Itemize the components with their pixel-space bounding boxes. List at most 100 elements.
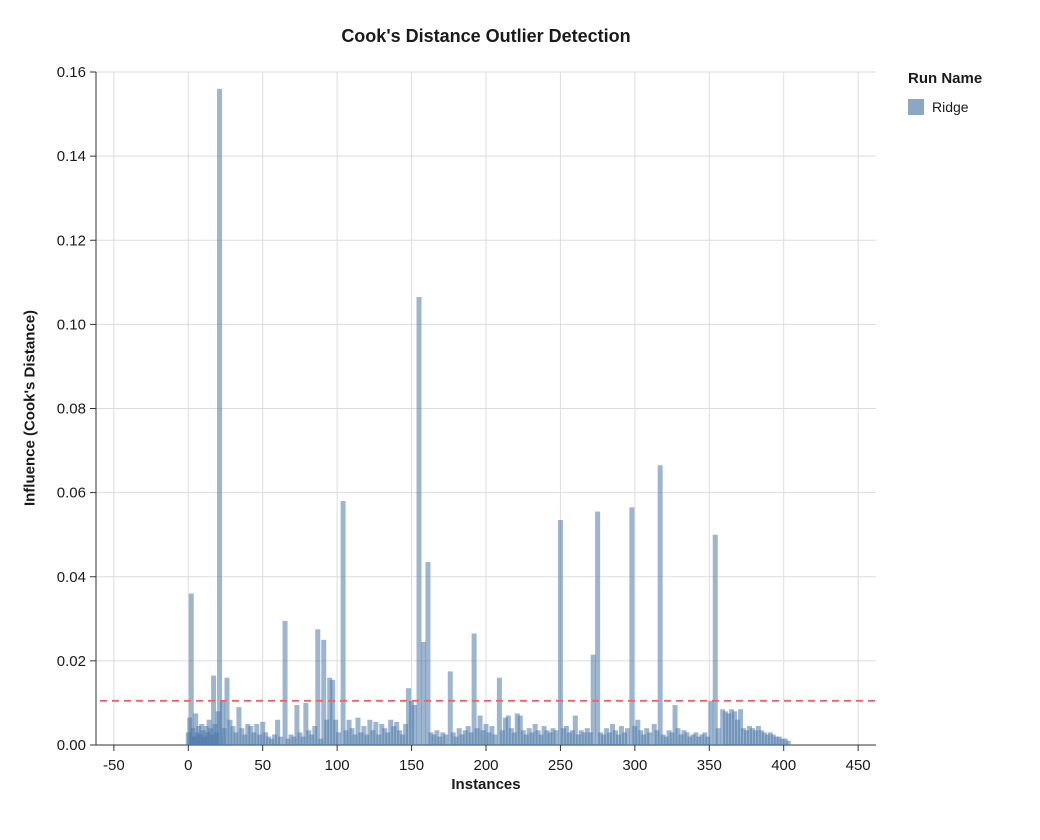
bar <box>263 732 269 745</box>
bar <box>557 519 563 745</box>
bar <box>641 734 647 745</box>
bar <box>468 732 474 745</box>
bar <box>635 719 641 745</box>
y-tick-label: 0.08 <box>57 401 86 418</box>
x-tick-label: 350 <box>697 757 722 774</box>
bar <box>376 734 382 745</box>
bar <box>767 732 773 745</box>
legend-item-ridge[interactable]: Ridge <box>908 99 982 115</box>
bar <box>578 730 584 745</box>
bar <box>535 730 541 745</box>
bar <box>508 728 514 745</box>
bar <box>699 734 705 745</box>
bar <box>397 730 403 745</box>
x-tick-label: 300 <box>622 757 647 774</box>
bar <box>239 728 245 745</box>
bar <box>272 734 278 745</box>
bar <box>624 728 630 745</box>
bar <box>394 721 400 745</box>
bar <box>403 723 409 745</box>
bar <box>447 671 453 745</box>
bar <box>245 723 251 745</box>
bar <box>644 728 650 745</box>
x-tick-label: 100 <box>325 757 350 774</box>
bar <box>517 715 523 745</box>
bar <box>575 734 581 745</box>
bar <box>361 726 367 745</box>
bar <box>450 732 456 745</box>
y-tick-label: 0.12 <box>57 232 86 249</box>
bar <box>453 736 459 745</box>
bar <box>486 732 492 745</box>
bar <box>379 723 385 745</box>
bar <box>278 736 284 745</box>
bar <box>437 736 443 745</box>
bar <box>684 732 690 745</box>
bar <box>779 738 785 745</box>
bar <box>315 629 321 745</box>
y-tick-label: 0.00 <box>57 737 86 754</box>
x-axis-title: Instances <box>451 776 521 793</box>
x-tick-label: 250 <box>548 757 573 774</box>
bar <box>553 730 559 745</box>
bar <box>420 641 426 745</box>
bar <box>632 726 638 745</box>
bar <box>367 719 373 745</box>
bar <box>456 728 462 745</box>
bar <box>327 677 333 745</box>
bar <box>638 730 644 745</box>
bar <box>785 740 791 745</box>
chart-title: Cook's Distance Outlier Detection <box>341 26 631 46</box>
bar <box>428 732 434 745</box>
bar <box>749 728 755 745</box>
bar <box>681 730 687 745</box>
bar <box>434 730 440 745</box>
bar <box>581 732 587 745</box>
bar <box>324 719 330 745</box>
bar <box>723 711 729 745</box>
bar <box>532 723 538 745</box>
bar <box>364 734 370 745</box>
bar <box>687 736 693 745</box>
bar <box>406 688 412 745</box>
bar <box>285 738 291 745</box>
bar <box>511 732 517 745</box>
bar <box>227 719 233 745</box>
bar <box>604 728 610 745</box>
bar <box>654 730 660 745</box>
bar <box>318 738 324 745</box>
y-tick-label: 0.06 <box>57 485 86 502</box>
legend-title: Run Name <box>908 70 983 87</box>
bar <box>761 732 767 745</box>
legend-swatch <box>908 99 924 115</box>
bar <box>275 719 281 745</box>
bar <box>412 705 418 745</box>
bar <box>547 732 553 745</box>
legend-label: Ridge <box>932 99 969 115</box>
bar <box>477 715 483 745</box>
bar <box>621 732 627 745</box>
bar <box>618 726 624 745</box>
bar <box>560 728 566 745</box>
bar <box>584 728 590 745</box>
bar <box>224 677 230 745</box>
bar <box>242 734 248 745</box>
bar <box>672 705 678 745</box>
bar <box>330 679 336 745</box>
bar <box>598 732 604 745</box>
bar <box>590 654 596 745</box>
x-tick-label: 0 <box>184 757 192 774</box>
bar <box>373 721 379 745</box>
bar <box>572 715 578 745</box>
bar <box>480 730 486 745</box>
bar <box>355 717 361 745</box>
x-tick-label: 400 <box>771 757 796 774</box>
bar <box>233 732 239 745</box>
bar <box>282 620 288 745</box>
bar <box>257 734 263 745</box>
bar <box>496 677 502 745</box>
bar <box>499 730 505 745</box>
bar <box>297 732 303 745</box>
y-tick-label: 0.16 <box>57 64 86 81</box>
bar <box>349 728 355 745</box>
